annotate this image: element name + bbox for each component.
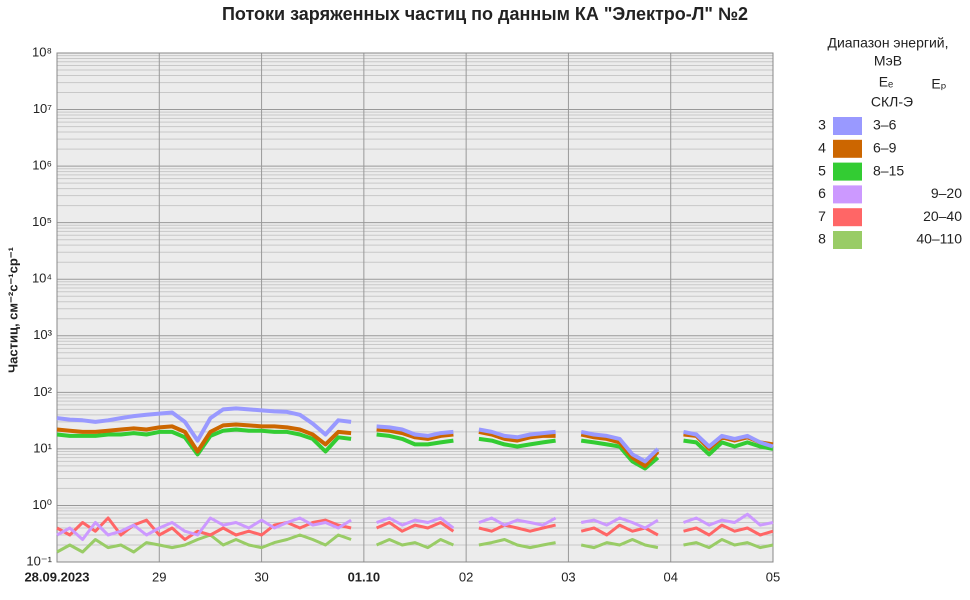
legend-channel: 7 — [818, 208, 826, 224]
legend-channel: 6 — [818, 185, 826, 201]
legend-label: 9–20 — [931, 185, 962, 201]
series-line — [56, 512, 774, 541]
y-tick-label: 10⁶ — [32, 158, 52, 173]
y-tick-label: 10⁷ — [33, 101, 52, 116]
series-line — [56, 406, 774, 464]
y-tick-label: 10³ — [33, 327, 52, 342]
legend-column: Eₑ — [879, 74, 894, 90]
legend-channel: 5 — [818, 162, 826, 178]
legend-title: МэВ — [874, 53, 902, 69]
x-tick-label: 01.10 — [348, 569, 381, 584]
y-tick-label: 10⁻¹ — [26, 553, 52, 568]
y-tick-label: 10¹ — [33, 440, 52, 455]
legend-swatch — [833, 117, 862, 135]
x-tick-label: 02 — [459, 569, 473, 584]
legend-title: Диапазон энергий, — [827, 35, 948, 51]
x-tick-label: 30 — [254, 569, 268, 584]
legend-column: Eₚ — [931, 76, 946, 92]
series-line — [56, 533, 774, 554]
x-tick-label: 04 — [663, 569, 677, 584]
legend-label: 8–15 — [873, 162, 904, 178]
legend-label: 20–40 — [923, 208, 962, 224]
series-line — [56, 516, 774, 541]
series-line — [56, 422, 774, 468]
y-tick-label: 10⁴ — [32, 271, 52, 286]
legend-instrument: СКЛ-Э — [871, 94, 913, 110]
legend-channel: 8 — [818, 231, 826, 247]
legend-label: 6–9 — [873, 140, 897, 156]
y-tick-label: 10² — [33, 384, 52, 399]
x-tick-label: 05 — [766, 569, 780, 584]
plot-frame — [56, 52, 774, 563]
legend-swatch — [833, 231, 862, 249]
x-tick-label: 29 — [152, 569, 166, 584]
legend-channel: 4 — [818, 140, 826, 156]
x-tick-label: 28.09.2023 — [24, 569, 89, 584]
chart-title: Потоки заряженных частиц по данным КА "Э… — [222, 4, 748, 24]
legend-swatch — [833, 208, 862, 227]
y-axis-label: Частиц, см⁻²с⁻¹ср⁻¹ — [5, 247, 20, 373]
x-tick-label: 03 — [561, 569, 575, 584]
legend-label: 3–6 — [873, 117, 897, 133]
legend-swatch — [833, 185, 862, 204]
legend-channel: 3 — [818, 117, 826, 133]
plot-background — [57, 53, 773, 562]
y-tick-label: 10⁸ — [32, 44, 52, 59]
y-tick-label: 10⁵ — [32, 214, 52, 229]
legend-swatch — [833, 162, 862, 181]
legend-swatch — [833, 139, 862, 158]
y-tick-label: 10⁰ — [32, 497, 52, 512]
legend-label: 40–110 — [916, 231, 962, 247]
